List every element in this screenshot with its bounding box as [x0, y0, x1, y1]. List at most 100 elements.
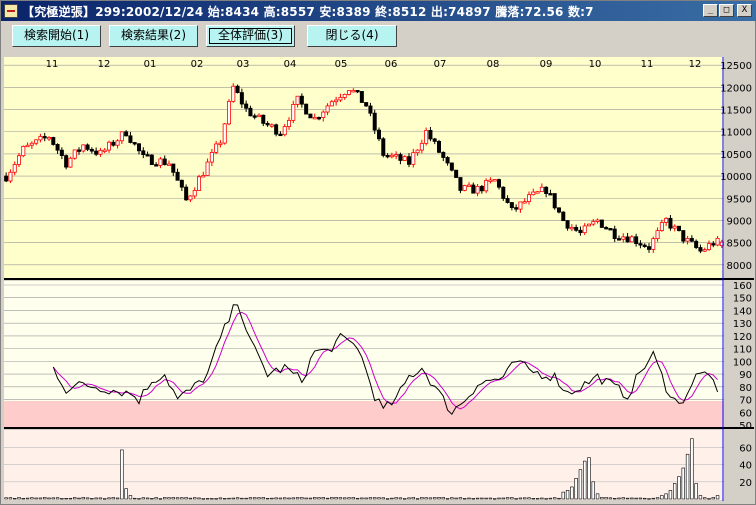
candle-body — [154, 164, 159, 167]
volume-bar — [484, 497, 488, 500]
volume-bar — [694, 483, 698, 500]
volume-bar — [647, 498, 651, 500]
candle-body — [119, 131, 124, 142]
price-tick-label: 8000 — [727, 261, 752, 272]
candle-body — [599, 219, 604, 228]
volume-bar — [514, 498, 518, 500]
volume-bar — [488, 497, 493, 500]
month-label: 12 — [689, 59, 702, 70]
oscillator-tick-label: 160 — [733, 281, 752, 292]
volume-bar — [381, 497, 385, 500]
candle-body — [278, 133, 283, 137]
volume-bar — [630, 497, 634, 500]
volume-bar — [351, 497, 355, 500]
volume-bar — [120, 449, 124, 500]
search-start-button[interactable]: 検索開始(1) — [12, 25, 101, 47]
candle-body — [42, 136, 47, 139]
volume-bar — [223, 498, 227, 500]
candle-body — [94, 150, 99, 155]
volume-bar — [141, 497, 145, 500]
minimize-button[interactable]: _ — [703, 4, 718, 17]
volume-bar — [283, 497, 287, 500]
volume-bar — [43, 496, 47, 500]
candle-body — [286, 119, 291, 127]
volume-bar — [493, 498, 497, 500]
candle-body — [166, 163, 171, 166]
month-label: 10 — [589, 59, 602, 70]
candle-body — [642, 244, 647, 248]
close-button[interactable]: X — [737, 4, 752, 17]
candle-body — [527, 194, 532, 202]
candle-body — [149, 154, 154, 166]
title-bar[interactable]: 【究極逆張】299:2002/12/24 始:8434 高:8557 安:838… — [1, 1, 756, 21]
volume-bar — [373, 497, 377, 500]
price-tick-label: 11000 — [720, 128, 752, 139]
volume-bar — [291, 497, 295, 500]
candle-body — [548, 193, 553, 196]
candle-body — [402, 156, 407, 161]
candle-body — [209, 151, 214, 163]
volume-bar — [73, 497, 77, 500]
volume-bar — [77, 497, 81, 500]
volume-bar — [527, 497, 531, 500]
oscillator-series — [52, 304, 719, 416]
oscillator-tick-label: 90 — [739, 370, 752, 381]
candle-body — [321, 111, 326, 118]
candle-body — [38, 136, 43, 141]
candle-body — [364, 102, 369, 107]
volume-bar — [403, 498, 407, 500]
volume-bar — [433, 497, 437, 500]
candle-body — [115, 140, 120, 146]
app-chart-icon[interactable] — [4, 4, 18, 18]
price-tick-label: 10000 — [720, 172, 752, 183]
volume-bar — [343, 497, 347, 500]
candle-body — [359, 91, 364, 103]
volume-bar — [583, 460, 587, 500]
candle-body — [574, 226, 579, 231]
volume-panel — [4, 430, 724, 500]
volume-bar — [578, 469, 583, 500]
candle-body — [462, 185, 467, 191]
volume-bar — [707, 498, 711, 500]
volume-bar — [25, 497, 30, 500]
oscillator-tick-label: 100 — [733, 357, 752, 368]
volume-bar — [34, 497, 38, 500]
candle-body — [612, 228, 617, 240]
candle-body — [428, 130, 433, 140]
volume-bar — [518, 497, 523, 500]
volume-bar — [308, 497, 313, 500]
volume-bar — [673, 483, 677, 500]
volume-bar — [261, 497, 265, 500]
volume-bar — [218, 497, 223, 500]
candle-body — [578, 229, 583, 234]
search-results-button[interactable]: 検索結果(2) — [109, 25, 198, 47]
candle-body — [372, 112, 377, 131]
maximize-button[interactable]: □ — [719, 4, 734, 17]
candle-body — [668, 217, 673, 229]
volume-bar — [480, 497, 484, 500]
volume-bar — [677, 476, 681, 500]
volume-bar — [90, 498, 94, 500]
candle-body — [218, 142, 223, 145]
candle-body — [196, 176, 201, 191]
candle-body — [449, 162, 454, 171]
volume-bar — [133, 497, 137, 500]
volume-bar — [574, 478, 578, 500]
candle-body — [81, 144, 86, 152]
volume-bar — [660, 495, 664, 500]
candle-body — [231, 85, 236, 102]
volume-bar — [715, 495, 720, 500]
close-panel-button[interactable]: 閉じる(4) — [307, 25, 397, 47]
candle-body — [694, 240, 699, 248]
candle-body — [398, 154, 403, 161]
candle-body — [342, 94, 347, 98]
candle-body — [531, 191, 536, 196]
overall-evaluation-button[interactable]: 全体評価(3) — [206, 25, 295, 47]
candle-body — [715, 237, 720, 246]
volume-bar — [317, 497, 321, 500]
candle-body — [47, 137, 52, 140]
candle-body — [308, 113, 313, 119]
month-label: 11 — [641, 59, 654, 70]
volume-bar — [248, 497, 253, 500]
candle-body — [329, 101, 334, 107]
